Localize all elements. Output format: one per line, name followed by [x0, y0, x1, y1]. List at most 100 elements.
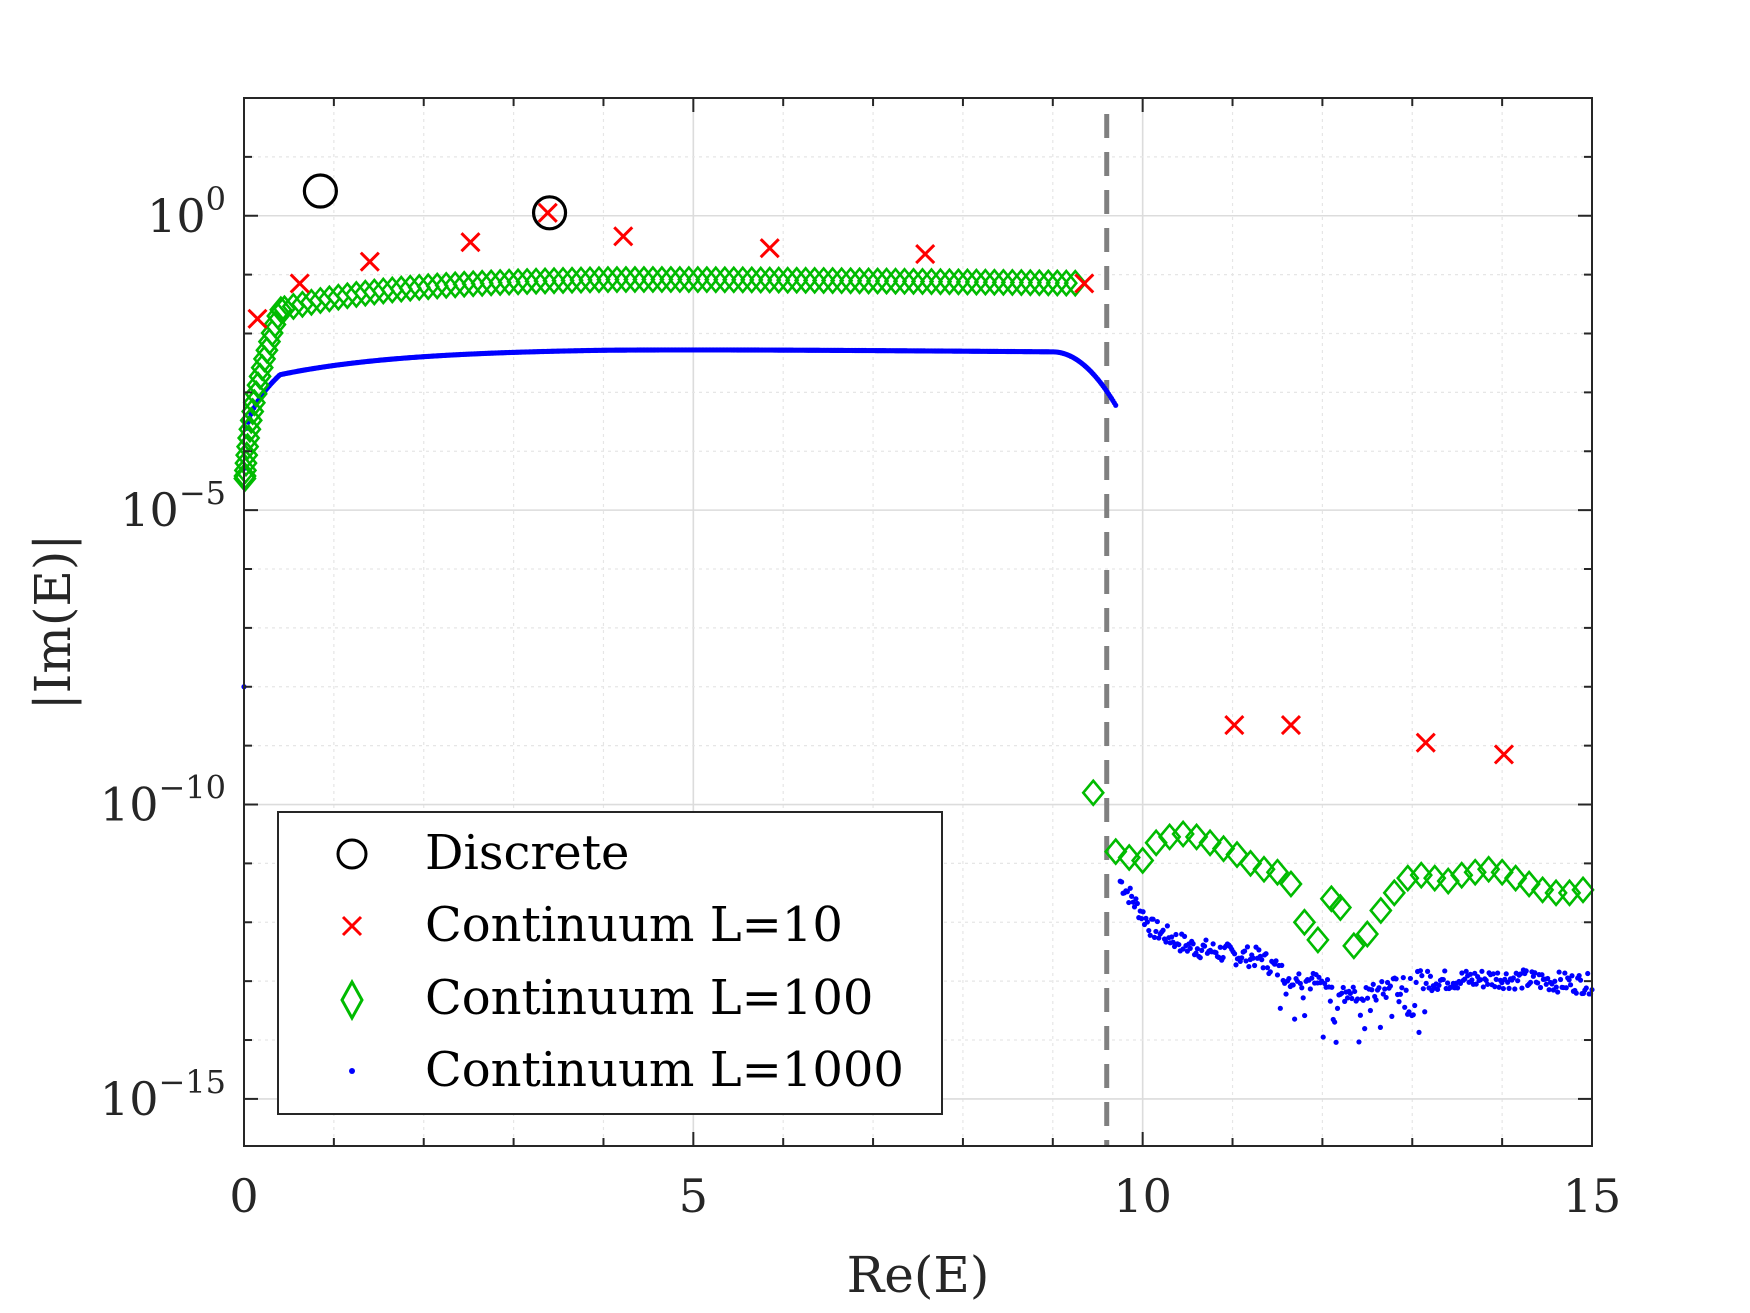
data-point-l1000: [1402, 1004, 1408, 1010]
data-point-l100: [344, 280, 369, 309]
y-tick-label: 10−5: [120, 474, 226, 537]
data-point-l100: [1000, 268, 1025, 297]
data-point-l1000: [1523, 968, 1529, 974]
data-point-l1000: [1383, 994, 1389, 1001]
y-tick-base: 10: [147, 189, 206, 243]
data-point-l100: [434, 271, 458, 300]
data-point-l1000: [1467, 971, 1474, 977]
data-point-l1000: [1309, 975, 1315, 981]
data-point-l100: [335, 281, 360, 310]
data-point-l1000: [1455, 985, 1461, 991]
data-point-l1000: [1517, 971, 1524, 977]
data-point-l100: [1054, 269, 1078, 298]
data-point-l1000: [1382, 986, 1388, 992]
data-point-l1000: [1170, 939, 1176, 945]
data-point-l1000: [1210, 941, 1216, 947]
data-point-l1000: [1231, 951, 1238, 957]
data-point-l1000: [1576, 973, 1582, 979]
data-point-l1000: [1407, 975, 1414, 982]
data-point-l1000: [1562, 970, 1568, 976]
data-point-l1000: [1440, 976, 1446, 983]
legend: Discrete Continuum L=10 Continuum L=100 …: [277, 811, 943, 1115]
data-point-l100: [1396, 864, 1420, 893]
data-point-l10: [460, 232, 481, 253]
data-point-l100: [596, 265, 620, 294]
data-point-l1000: [1334, 1005, 1341, 1011]
data-point-l1000: [1557, 976, 1564, 983]
data-point-l1000: [1279, 962, 1285, 968]
data-point-l1000: [1199, 947, 1205, 953]
data-point-l1000: [1349, 995, 1355, 1002]
data-point-l100: [605, 265, 629, 294]
data-point-l100: [506, 267, 530, 296]
data-point-l1000: [1387, 983, 1394, 989]
data-point-l1000: [1139, 916, 1145, 922]
legend-marker-x: [341, 915, 363, 937]
data-point-l1000: [1577, 977, 1584, 983]
data-point-l100: [802, 266, 827, 295]
data-point-l1000: [1124, 889, 1130, 895]
data-point-l1000: [1553, 984, 1559, 990]
legend-label-continuum-l1000: Continuum L=1000: [425, 1042, 904, 1098]
data-point-l1000: [1442, 968, 1448, 974]
data-point-l1000: [1243, 958, 1249, 964]
data-point-l100: [793, 266, 818, 295]
data-point-l1000: [1496, 984, 1502, 990]
data-point-l10: [359, 251, 380, 272]
data-point-l100: [299, 288, 324, 317]
data-point-l1000: [1539, 972, 1545, 978]
data-point-l1000: [1273, 958, 1279, 964]
data-point-l1000: [1567, 982, 1574, 988]
data-point-discrete: [302, 173, 338, 209]
y-tick-label: 10−10: [100, 769, 226, 832]
data-point-l1000: [1251, 962, 1258, 969]
data-point-l100: [542, 266, 566, 295]
data-point-l100: [1571, 875, 1595, 904]
data-point-l1000: [1413, 979, 1419, 986]
y-tick-base: 10: [100, 1072, 159, 1126]
data-point-l10: [613, 226, 634, 247]
data-point-l1000: [1357, 1012, 1363, 1018]
x-axis-label: Re(E): [847, 1246, 990, 1304]
data-point-l1000: [1424, 968, 1431, 974]
y-tick-exponent: −15: [158, 1063, 226, 1101]
data-point-l1000: [1290, 982, 1296, 988]
data-point-l1000: [1377, 1024, 1384, 1030]
data-point-l1000: [1181, 933, 1188, 939]
x-tick-label: 15: [1563, 1169, 1622, 1223]
data-point-l100: [838, 266, 863, 295]
data-point-l100: [1027, 268, 1052, 297]
data-point-l100: [892, 267, 917, 296]
data-point-l100: [847, 266, 872, 295]
data-point-l100: [1306, 925, 1330, 954]
data-point-l100: [497, 268, 521, 297]
data-point-l1000: [1370, 981, 1376, 987]
data-point-l1000: [1220, 954, 1226, 961]
data-point-l100: [1252, 855, 1276, 884]
data-point-l1000: [1176, 941, 1182, 948]
data-point-l100: [1265, 858, 1290, 887]
data-point-l1000: [1342, 998, 1348, 1004]
data-point-l100: [524, 267, 548, 296]
data-point-l1000: [1286, 975, 1292, 982]
data-point-l100: [1292, 908, 1317, 937]
data-point-l1000: [1545, 975, 1551, 982]
data-point-l1000: [1403, 987, 1409, 993]
data-point-l100: [416, 272, 440, 301]
data-point-l100: [560, 266, 584, 295]
y-tick-label: 100: [147, 180, 226, 243]
legend-entry-continuum-l10: Continuum L=10: [341, 897, 843, 953]
data-point-l1000: [1292, 1016, 1298, 1022]
data-point-l1000: [1427, 973, 1434, 979]
data-point-l100: [910, 267, 935, 296]
y-axis-label: |Im(E)|: [24, 534, 82, 710]
data-point-l1000: [1283, 991, 1289, 997]
data-point-l1000: [1194, 946, 1201, 952]
data-point-l100: [252, 344, 277, 373]
data-point-l1000: [1316, 974, 1322, 980]
data-point-l1000: [1535, 980, 1541, 986]
data-point-l1000: [1583, 985, 1589, 991]
y-tick-exponent: 0: [206, 180, 226, 218]
data-point-l100: [269, 295, 293, 324]
